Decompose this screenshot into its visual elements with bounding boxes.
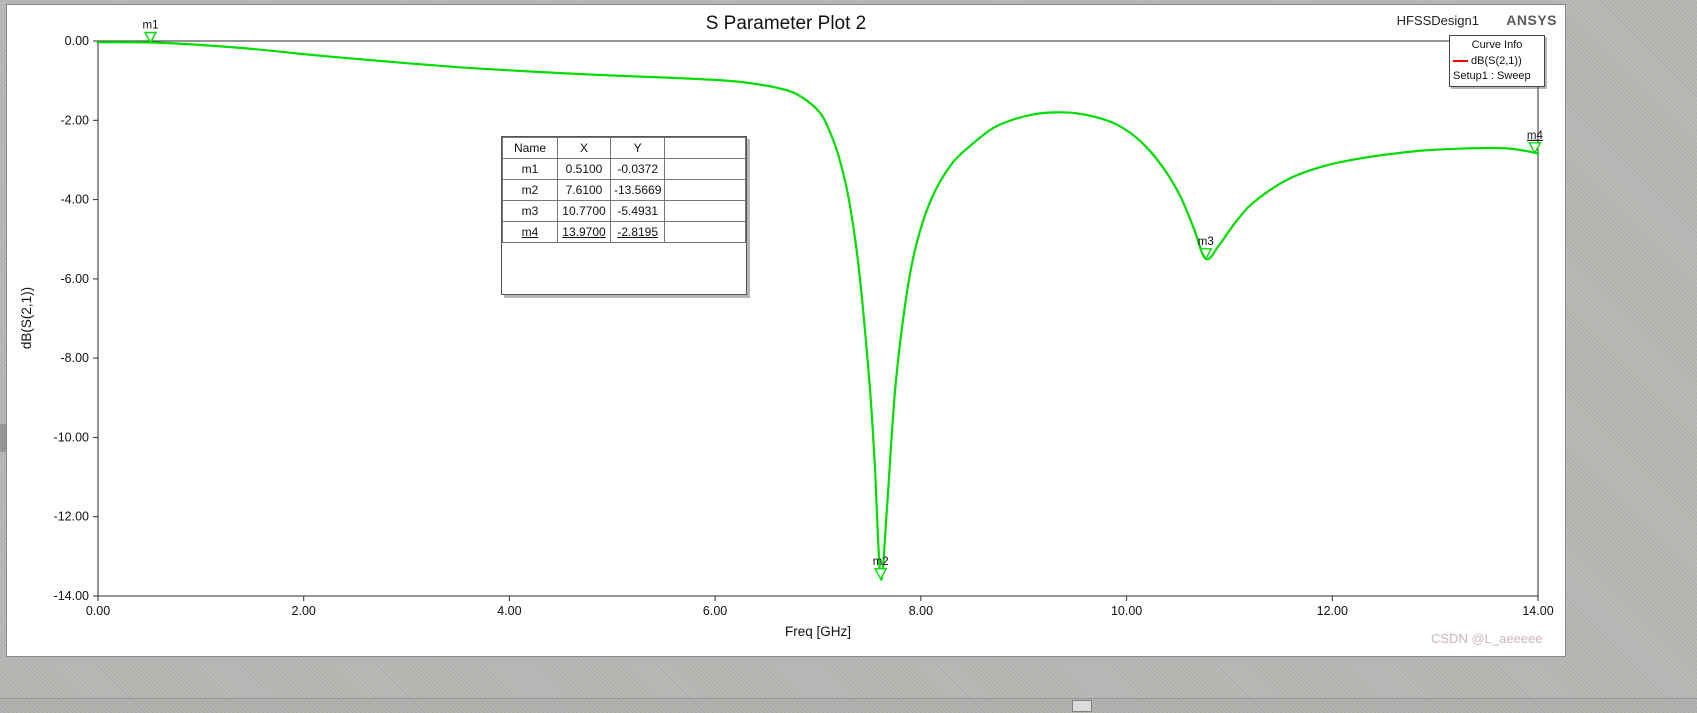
marker-name: m3	[502, 200, 558, 222]
marker-x: 13.9700	[557, 221, 611, 243]
marker-m2-label: m2	[873, 556, 889, 568]
curve-info-legend: Curve Info dB(S(2,1)) Setup1 : Sweep	[1449, 35, 1545, 87]
marker-y: -0.0372	[609, 158, 666, 180]
y-tick-label: -14.00	[54, 589, 89, 603]
marker-extra	[664, 200, 746, 222]
plot-window: S Parameter Plot 2 HFSSDesign1 ANSYS Fre…	[6, 4, 1566, 657]
marker-m1-label: m1	[143, 20, 159, 32]
marker-name: m1	[502, 158, 558, 180]
design-name-label: HFSSDesign1	[1396, 13, 1479, 28]
watermark: CSDN @L_aeeeee	[1431, 631, 1543, 646]
ansys-logo: ANSYS	[1506, 12, 1557, 28]
marker-col-header	[664, 137, 746, 159]
marker-y: -2.8195	[609, 221, 666, 243]
legend-title: Curve Info	[1471, 39, 1523, 51]
plot-title: S Parameter Plot 2	[705, 13, 867, 34]
marker-table: Name X Y m1 0.5100 -0.0372 m2 7.6100 -13.5669 m3…	[501, 136, 747, 295]
taskbar-fragment	[1072, 700, 1092, 712]
x-tick-label: 4.00	[497, 604, 521, 618]
x-tick-label: 0.00	[86, 604, 110, 618]
marker-row[interactable]: m3 10.7700 -5.4931	[502, 200, 746, 222]
y-tick-label: -12.00	[54, 510, 89, 524]
marker-m1-triangle[interactable]	[143, 31, 158, 44]
marker-col-header: Name	[502, 137, 558, 159]
y-tick-label: -8.00	[61, 351, 90, 365]
x-tick-label: 14.00	[1522, 604, 1553, 618]
marker-row[interactable]: m4 13.9700 -2.8195	[502, 221, 746, 243]
marker-extra	[664, 158, 746, 180]
marker-name: m2	[502, 179, 558, 201]
x-tick-label: 12.00	[1317, 604, 1348, 618]
marker-x: 10.7700	[557, 200, 611, 222]
curve-color-swatch	[1453, 60, 1468, 62]
marker-extra	[664, 179, 746, 201]
x-tick-label: 8.00	[909, 604, 933, 618]
y-tick-label: 0.00	[65, 34, 89, 48]
marker-col-header: Y	[609, 137, 666, 159]
marker-table-blank-area	[502, 243, 746, 294]
bottom-strip	[0, 698, 1697, 713]
marker-extra	[664, 221, 746, 243]
marker-name: m4	[502, 221, 558, 243]
x-tick-label: 2.00	[292, 604, 316, 618]
plot-canvas[interactable]: Freq [GHz] dB(S(2,1)) 0.00 2.00 4.00 6.00 8.…	[7, 5, 1567, 658]
marker-x: 0.5100	[557, 158, 611, 180]
marker-m3-label: m3	[1198, 236, 1214, 248]
s21-curve[interactable]	[96, 41, 1540, 581]
legend-series-label: dB(S(2,1))	[1471, 55, 1522, 67]
marker-row[interactable]: m1 0.5100 -0.0372	[502, 158, 746, 180]
y-axis-label: dB(S(2,1))	[19, 287, 34, 349]
x-tick-label: 6.00	[703, 604, 727, 618]
marker-m4-label: m4	[1527, 130, 1544, 142]
marker-col-header: X	[557, 137, 611, 159]
marker-x: 7.6100	[557, 179, 611, 201]
marker-y: -5.4931	[609, 200, 666, 222]
legend-setup-label: Setup1 : Sweep	[1453, 70, 1531, 82]
splitter-handle[interactable]	[0, 424, 6, 452]
x-tick-label: 10.00	[1111, 604, 1142, 618]
plot-frame	[97, 40, 1539, 597]
y-tick-label: -2.00	[61, 113, 90, 127]
legend-series-row: dB(S(2,1))	[1453, 55, 1541, 67]
marker-m3-triangle[interactable]	[1199, 248, 1213, 261]
y-tick-label: -10.00	[54, 430, 89, 444]
marker-y: -13.5669	[609, 179, 666, 201]
marker-table-header-row: Name X Y	[502, 137, 746, 159]
marker-row[interactable]: m2 7.6100 -13.5669	[502, 179, 746, 201]
y-tick-label: -6.00	[61, 272, 90, 286]
x-axis-label: Freq [GHz]	[785, 624, 851, 639]
marker-m4-triangle[interactable]	[1528, 142, 1542, 155]
y-tick-label: -4.00	[61, 193, 90, 207]
marker-m2-triangle[interactable]	[874, 568, 888, 581]
